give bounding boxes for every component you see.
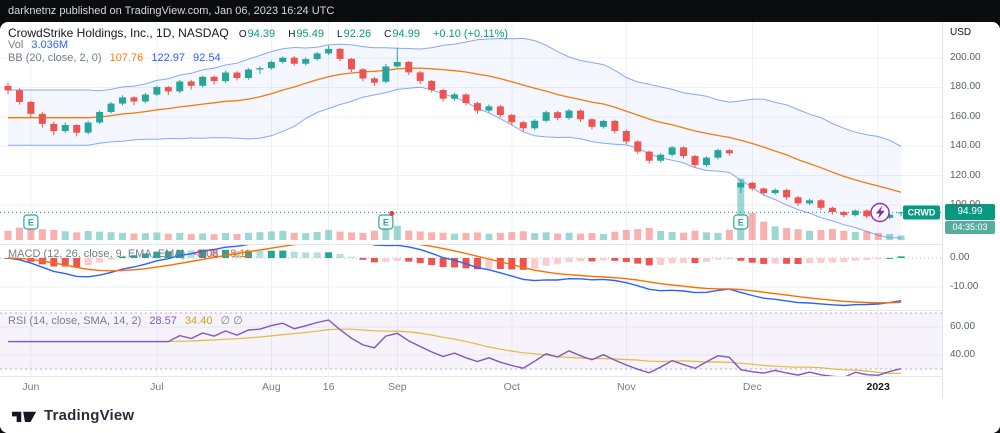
macd-label: MACD (12, 26, close, 9, EMA, EMA) bbox=[8, 248, 186, 260]
tradingview-logo-text: TradingView bbox=[44, 407, 135, 424]
svg-text:E: E bbox=[28, 218, 34, 228]
symbol-price-label: CRWD bbox=[903, 205, 940, 220]
macd-legend[interactable]: MACD (12, 26, close, 9, EMA, EMA) -8.08 … bbox=[8, 248, 256, 260]
pane-separator bbox=[0, 376, 1000, 377]
time-tick-label: Dec bbox=[742, 381, 762, 393]
rsi-hidden-plots-icon: ∅ ∅ bbox=[220, 315, 243, 327]
bb-label: BB (20, close, 2, 0) bbox=[8, 52, 102, 64]
publish-attribution: darknetnz published on TradingView.com, … bbox=[8, 5, 335, 17]
rsi-label: RSI (14, close, SMA, 14, 2) bbox=[8, 315, 142, 327]
chart-panel: E E E CRWD CrowdStrike Holdings, Inc., 1D, … bbox=[0, 22, 1000, 433]
axis-tick-label: 180.00 bbox=[950, 81, 981, 93]
svg-text:CRWD: CRWD bbox=[908, 208, 936, 218]
axis-tick-label: 200.00 bbox=[950, 52, 981, 63]
chart-plot-area[interactable]: E E E CRWD bbox=[0, 22, 942, 398]
bb-legend[interactable]: BB (20, close, 2, 0) 107.76 122.97 92.54 bbox=[8, 52, 226, 64]
ohlc-open: O94.39 bbox=[238, 28, 276, 40]
macd-signal-value: -8.11 bbox=[226, 248, 251, 260]
volume-value: 3.036M bbox=[31, 39, 69, 51]
earnings-marker[interactable]: E bbox=[733, 214, 749, 230]
earnings-marker[interactable]: E bbox=[23, 214, 39, 230]
axis-tick-label: 40.00 bbox=[950, 349, 976, 360]
symbol-legend[interactable]: CrowdStrike Holdings, Inc., 1D, NASDAQ O… bbox=[8, 26, 513, 40]
time-tick-label: 2023 bbox=[866, 381, 890, 393]
macd-value: -8.08 bbox=[193, 248, 219, 260]
symbol-title: CrowdStrike Holdings, Inc., 1D, NASDAQ bbox=[8, 26, 229, 40]
ohlc-high: H95.49 bbox=[288, 28, 324, 40]
time-tick-label: Jul bbox=[150, 381, 164, 393]
bb-lower-value: 92.54 bbox=[193, 52, 221, 64]
axis-tick-label: 160.00 bbox=[950, 110, 981, 122]
rsi-value: 28.57 bbox=[149, 315, 177, 327]
tradingview-logo[interactable]: TradingView bbox=[12, 407, 134, 424]
pane-separator[interactable] bbox=[0, 310, 1000, 311]
price-change: +0.10 (+0.11%) bbox=[433, 28, 509, 40]
bar-countdown: 04:35:03 bbox=[945, 221, 995, 234]
rsi-sma-value: 34.40 bbox=[184, 315, 213, 327]
bb-basis-value: 107.76 bbox=[109, 52, 144, 64]
volume-legend[interactable]: Vol 3.036M bbox=[8, 39, 73, 51]
time-tick-label: Aug bbox=[262, 381, 281, 393]
last-price-badge: 94.99 bbox=[945, 204, 995, 220]
time-tick-label: Sep bbox=[387, 381, 407, 393]
ohlc-low: L92.26 bbox=[337, 28, 372, 40]
rsi-legend[interactable]: RSI (14, close, SMA, 14, 2) 28.57 34.40 … bbox=[8, 314, 248, 327]
tradingview-logo-icon bbox=[12, 411, 37, 422]
time-tick-label: Oct bbox=[503, 381, 520, 393]
volume-label: Vol bbox=[8, 39, 24, 51]
pane-separator[interactable] bbox=[0, 244, 1000, 245]
ohlc-close: C94.99 bbox=[384, 28, 420, 40]
earnings-marker[interactable]: E bbox=[378, 214, 394, 230]
time-tick-label: Jun bbox=[22, 381, 40, 393]
axis-tick-label: 60.00 bbox=[950, 321, 976, 332]
axis-tick-label: 140.00 bbox=[950, 140, 981, 152]
price-axis[interactable]: USD 94.99 04:35:03 200.00 180.00 160.00 140… bbox=[942, 22, 1000, 398]
axis-tick-label: 100.00 bbox=[950, 199, 981, 210]
time-tick-label: 16 bbox=[322, 381, 335, 393]
axis-tick-label: 0.00 bbox=[950, 252, 970, 263]
axis-tick-label: 120.00 bbox=[950, 169, 981, 181]
chart-canvas[interactable]: E E E CRWD bbox=[0, 22, 942, 376]
bb-upper-value: 122.97 bbox=[151, 52, 185, 64]
svg-text:E: E bbox=[383, 218, 389, 228]
time-tick-label: Nov bbox=[616, 381, 636, 393]
axis-tick-label: -10.00 bbox=[950, 281, 979, 292]
notification-dot bbox=[389, 211, 395, 216]
svg-text:E: E bbox=[738, 218, 744, 228]
currency-label: USD bbox=[950, 27, 972, 38]
alert-lightning-icon[interactable] bbox=[870, 202, 890, 223]
footer-bar: TradingView bbox=[0, 398, 1000, 433]
time-axis[interactable]: Jun Jul Aug 16 Sep Oct Nov Dec 2023 bbox=[0, 376, 942, 398]
